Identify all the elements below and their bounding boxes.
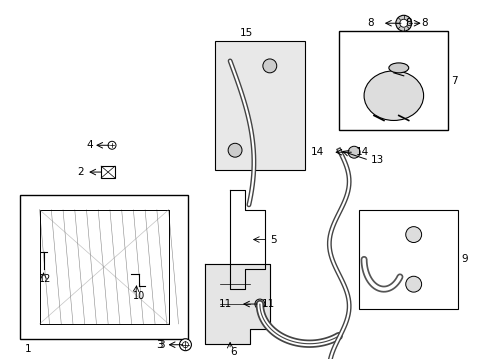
Text: 8: 8 — [366, 18, 373, 28]
Text: 11: 11 — [219, 299, 232, 309]
Text: 5: 5 — [269, 234, 276, 244]
Text: 13: 13 — [370, 155, 384, 165]
Circle shape — [179, 339, 191, 351]
Circle shape — [395, 15, 411, 31]
Text: 3: 3 — [157, 340, 164, 350]
Circle shape — [254, 299, 264, 309]
Text: 14: 14 — [355, 147, 368, 157]
Text: 14: 14 — [310, 147, 324, 157]
Bar — [339, 31, 447, 130]
Circle shape — [399, 19, 407, 27]
Text: 3: 3 — [156, 340, 163, 350]
Text: 8: 8 — [405, 18, 411, 28]
Circle shape — [228, 143, 242, 157]
Ellipse shape — [364, 71, 423, 121]
Text: 8: 8 — [421, 18, 427, 28]
Ellipse shape — [388, 63, 408, 73]
Circle shape — [182, 342, 188, 348]
Text: 11: 11 — [262, 299, 275, 309]
Circle shape — [405, 227, 421, 243]
Circle shape — [263, 59, 276, 73]
Text: 1: 1 — [25, 344, 31, 354]
Bar — [358, 210, 457, 309]
Bar — [101, 166, 115, 178]
Circle shape — [347, 146, 359, 158]
Bar — [215, 41, 304, 170]
Text: 2: 2 — [77, 167, 84, 177]
Circle shape — [405, 276, 421, 292]
Polygon shape — [205, 264, 269, 344]
Text: 6: 6 — [230, 347, 236, 357]
Text: 7: 7 — [450, 76, 457, 86]
Text: 9: 9 — [460, 255, 467, 264]
Bar — [20, 195, 188, 339]
Circle shape — [108, 141, 116, 149]
Text: 4: 4 — [86, 140, 93, 150]
Text: 12: 12 — [39, 274, 51, 284]
Text: 10: 10 — [133, 291, 145, 301]
Text: 15: 15 — [240, 28, 253, 38]
